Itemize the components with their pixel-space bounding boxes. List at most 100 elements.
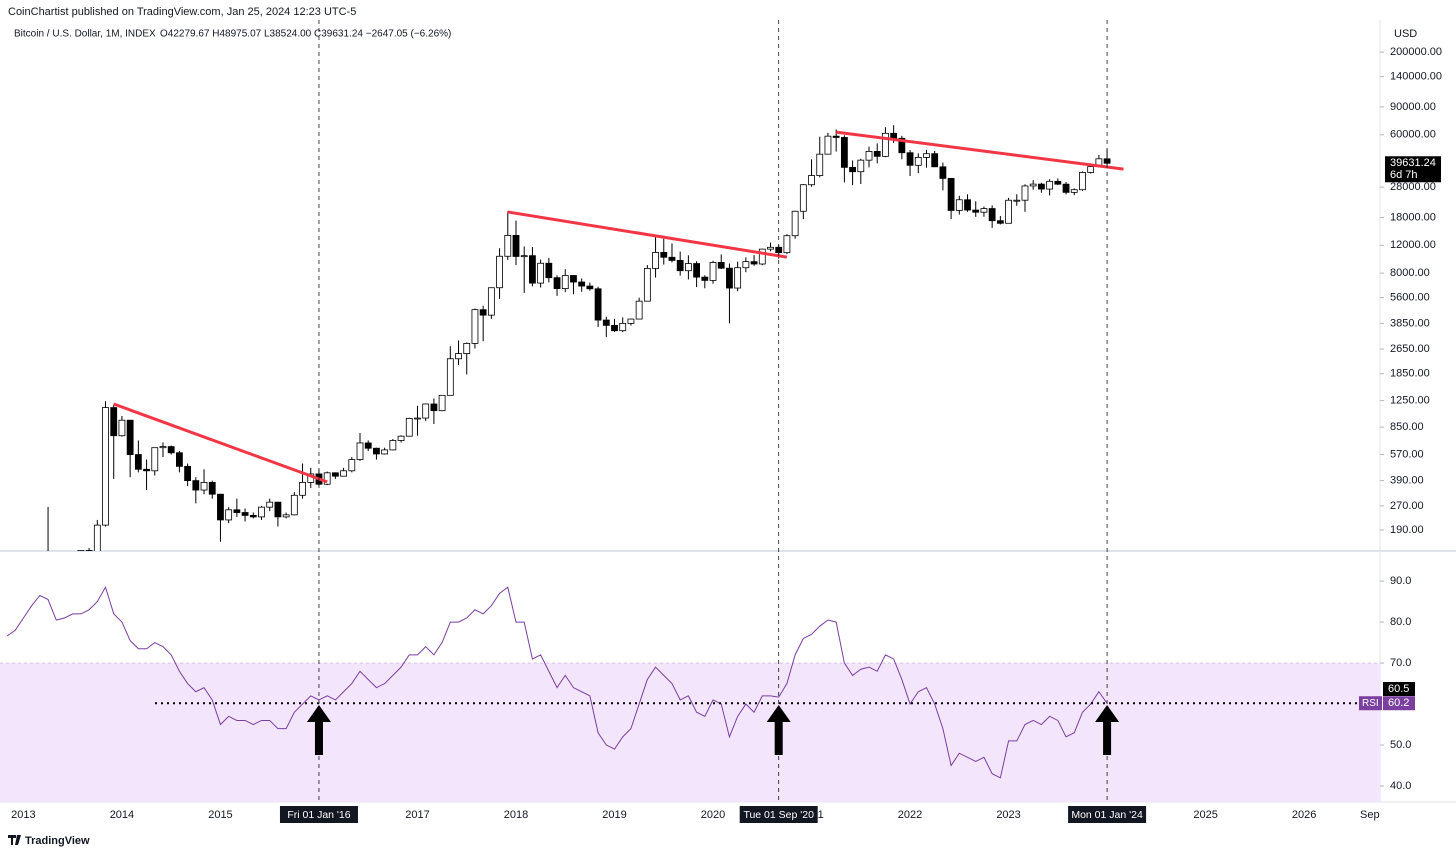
candle-body xyxy=(709,262,717,281)
candle-body xyxy=(914,157,922,166)
x-tick-label: 2020 xyxy=(701,809,725,821)
crosshair-label: 60.5 xyxy=(1388,683,1409,695)
candle-body xyxy=(85,550,93,551)
y-tick-label: 5600.00 xyxy=(1390,292,1430,304)
candle-body xyxy=(980,208,988,213)
x-tick-label: 2017 xyxy=(405,809,429,821)
candle-body xyxy=(323,472,331,485)
trendline xyxy=(113,402,328,484)
candle-body xyxy=(520,255,528,258)
price-label: 39631.24 xyxy=(1390,157,1436,169)
candle-body xyxy=(364,442,372,449)
y-tick-label: 570.00 xyxy=(1390,448,1424,460)
rsi-name-bg xyxy=(1359,696,1382,711)
candle-body xyxy=(356,442,364,460)
axes: 190.00 270.00 390.00 570.00 850.00 1250.00 185… xyxy=(11,20,1442,823)
x-tick-label: 2014 xyxy=(110,809,134,821)
marker-label-bg xyxy=(279,806,358,823)
candle-body xyxy=(487,287,495,316)
candle-body xyxy=(578,281,586,287)
candle-body xyxy=(446,358,454,396)
x-tick-label: 2025 xyxy=(1193,809,1217,821)
candle-body xyxy=(258,506,265,518)
candle-body xyxy=(865,151,873,161)
candle-body xyxy=(660,252,668,258)
candle-body xyxy=(463,343,471,354)
candle-body xyxy=(430,403,438,412)
trendline xyxy=(835,130,1124,171)
candle-body xyxy=(340,470,347,477)
candle-body xyxy=(331,472,339,477)
y-tick-label: 3850.00 xyxy=(1390,317,1430,329)
candle-body xyxy=(832,135,840,138)
candle-body xyxy=(1054,180,1062,185)
candle-body xyxy=(1029,183,1037,187)
candle-body xyxy=(282,514,290,518)
candle-body xyxy=(455,353,462,360)
candle-body xyxy=(734,267,742,289)
rsi-tick-label: 70.0 xyxy=(1390,657,1411,669)
footer: TradingView xyxy=(8,835,90,847)
candle-body xyxy=(726,267,733,289)
y-tick-label: 90000.00 xyxy=(1390,101,1436,113)
y-tick-label: 1850.00 xyxy=(1390,368,1430,380)
candle-body xyxy=(799,184,807,212)
candle-body xyxy=(184,465,192,482)
candle-body xyxy=(143,468,150,472)
candle-body xyxy=(233,509,241,513)
rsi-tick-label: 50.0 xyxy=(1390,739,1411,751)
candle-body xyxy=(635,300,643,320)
trendline xyxy=(507,210,788,259)
candle-body xyxy=(857,159,865,173)
candle-body xyxy=(939,166,947,179)
candle-body xyxy=(405,417,413,437)
candle-body xyxy=(791,210,799,237)
candle-body xyxy=(225,509,233,521)
y-tick-label: 8000.00 xyxy=(1390,267,1430,279)
candle-body xyxy=(422,403,430,419)
marker-label: Tue 01 Sep '20 xyxy=(743,809,814,821)
candle-body xyxy=(972,209,980,213)
arrow xyxy=(306,705,331,755)
candle-body xyxy=(192,480,200,491)
x-tick-label: 2023 xyxy=(996,809,1020,821)
candle-body xyxy=(504,235,512,257)
marker-label-bg xyxy=(739,806,818,823)
marker-label-bg xyxy=(1068,806,1147,823)
candle-body xyxy=(652,252,659,269)
candle-body xyxy=(1046,180,1054,190)
candle-body xyxy=(808,175,815,186)
y-tick-label: 12000.00 xyxy=(1390,239,1436,251)
marker-label: Mon 01 Jan '24 xyxy=(1071,809,1143,821)
candle-body xyxy=(955,199,963,211)
candle-body xyxy=(151,447,159,472)
candle-body xyxy=(1079,172,1086,191)
candle-body xyxy=(643,268,651,302)
candle-body xyxy=(668,256,676,261)
y-tick-label: 190.00 xyxy=(1390,524,1424,536)
crosshair-label-bg xyxy=(1383,682,1415,696)
candle-body xyxy=(266,501,274,508)
candle-body xyxy=(134,454,142,470)
candle-body xyxy=(274,501,282,518)
rsi-pane xyxy=(0,585,1380,802)
candle-body xyxy=(299,482,306,496)
symbol: Bitcoin / U.S. Dollar, 1M, INDEX xyxy=(14,29,156,40)
y-tick-label: 28000.00 xyxy=(1390,181,1436,193)
candle-body xyxy=(1005,199,1012,224)
y-tick-label: 18000.00 xyxy=(1390,211,1436,223)
x-tick-label: 2022 xyxy=(898,809,922,821)
candle-body xyxy=(750,261,758,265)
candle-body xyxy=(906,152,914,166)
candle-body xyxy=(586,285,594,290)
candle-body xyxy=(110,407,118,437)
candle-body xyxy=(512,235,520,257)
y-tick-label: 390.00 xyxy=(1390,475,1424,487)
candle-body xyxy=(1070,189,1078,193)
y-tick-label: 60000.00 xyxy=(1390,129,1436,141)
candle-body xyxy=(882,132,889,157)
candle-body xyxy=(471,309,479,344)
candle-body xyxy=(947,177,955,211)
rsi-tick-label: 40.0 xyxy=(1390,780,1411,792)
